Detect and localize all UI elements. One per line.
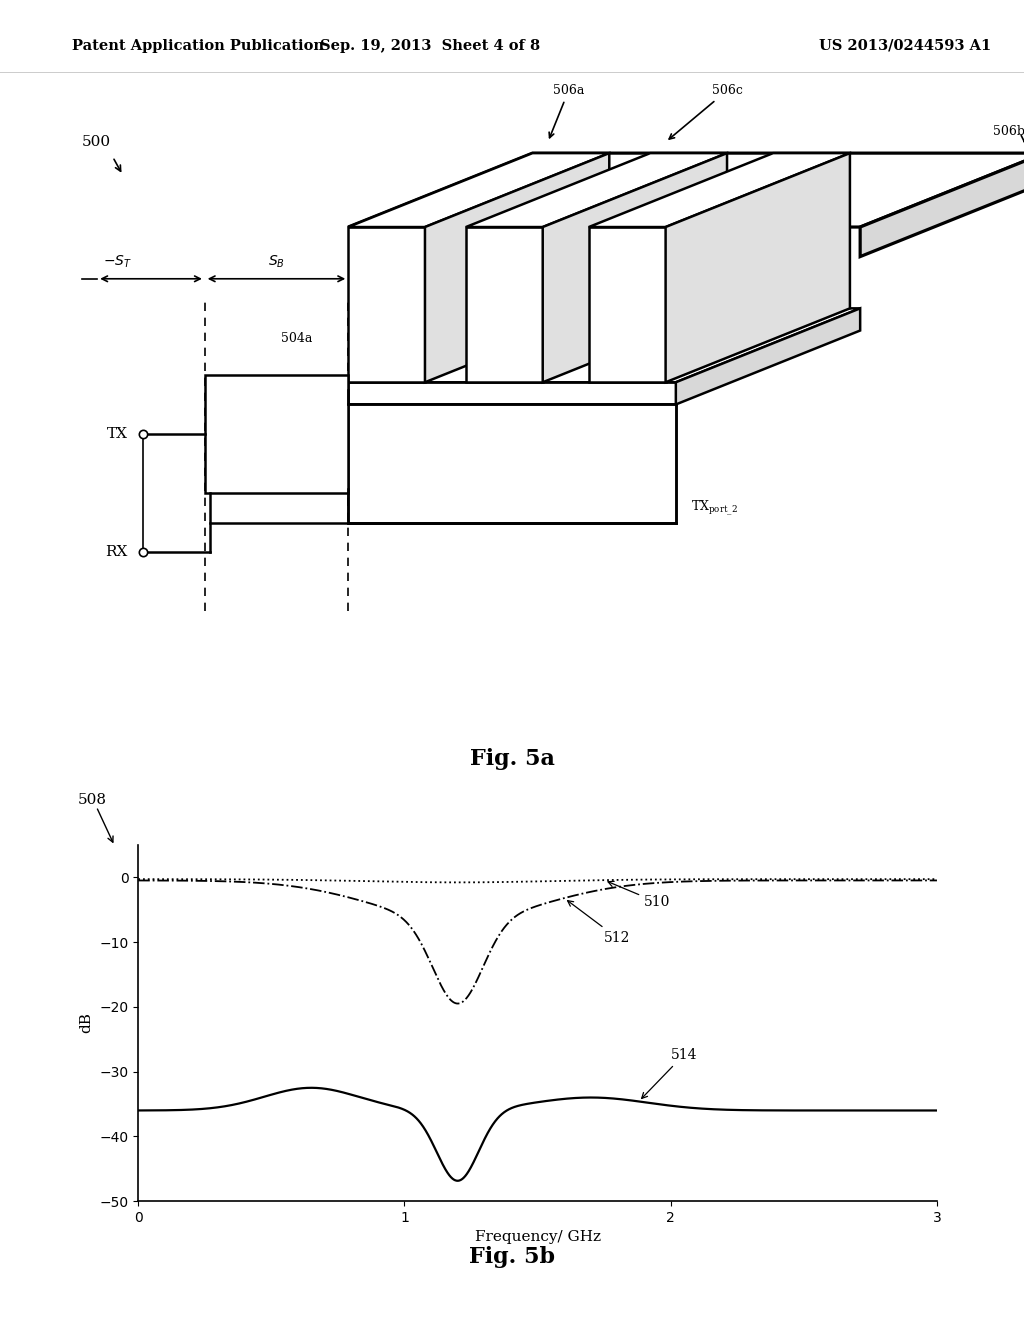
Bar	[205, 375, 348, 494]
Text: 502: 502	[261, 445, 292, 459]
Text: 504b: 504b	[599, 331, 631, 345]
Text: RX: RX	[105, 545, 128, 560]
Text: 508: 508	[78, 793, 106, 807]
Text: 506c: 506c	[669, 84, 742, 139]
Polygon shape	[348, 383, 676, 404]
Polygon shape	[543, 153, 727, 383]
Text: US 2013/0244593 A1: US 2013/0244593 A1	[819, 38, 991, 53]
Polygon shape	[348, 309, 860, 383]
X-axis label: Frequency/ GHz: Frequency/ GHz	[474, 1230, 601, 1245]
Text: 500: 500	[82, 135, 111, 149]
Text: 504a: 504a	[281, 331, 312, 345]
Polygon shape	[860, 153, 1024, 256]
Polygon shape	[589, 153, 850, 227]
Text: 506a: 506a	[549, 84, 585, 137]
Bar	[348, 404, 676, 523]
Polygon shape	[425, 153, 609, 383]
Text: $S_B$: $S_B$	[268, 253, 285, 269]
Text: Balun: Balun	[254, 413, 299, 426]
Y-axis label: dB: dB	[80, 1012, 94, 1034]
Text: $-S_T$: $-S_T$	[103, 253, 132, 269]
Text: 512: 512	[567, 900, 631, 945]
Text: Fig. 5a: Fig. 5a	[470, 748, 554, 771]
Text: Sep. 19, 2013  Sheet 4 of 8: Sep. 19, 2013 Sheet 4 of 8	[321, 38, 540, 53]
Text: 510: 510	[608, 882, 671, 909]
Polygon shape	[676, 309, 860, 404]
Polygon shape	[348, 153, 609, 227]
Text: 506b: 506b	[993, 124, 1024, 137]
Text: TX$_{\mathregular{port\_2}}$: TX$_{\mathregular{port\_2}}$	[691, 499, 738, 519]
Polygon shape	[348, 227, 425, 383]
Polygon shape	[348, 153, 1024, 227]
Text: TX: TX	[106, 426, 128, 441]
Text: 514: 514	[642, 1048, 697, 1098]
Polygon shape	[466, 227, 543, 383]
Text: TX$_{\mathregular{port\_1}}$: TX$_{\mathregular{port\_1}}$	[369, 499, 416, 519]
Text: $S_A$: $S_A$	[509, 253, 525, 269]
Text: 504c: 504c	[456, 331, 486, 345]
Polygon shape	[466, 153, 727, 227]
Text: Patent Application Publication: Patent Application Publication	[72, 38, 324, 53]
Text: $S_{out2}$: $S_{out2}$	[353, 494, 382, 508]
Text: Fig. 5b: Fig. 5b	[469, 1246, 555, 1269]
Text: $S_{out1}$: $S_{out1}$	[353, 372, 382, 388]
Polygon shape	[589, 227, 666, 383]
Text: RX$_{\mathregular{port\_3}}$: RX$_{\mathregular{port\_3}}$	[461, 499, 509, 519]
Polygon shape	[666, 153, 850, 383]
